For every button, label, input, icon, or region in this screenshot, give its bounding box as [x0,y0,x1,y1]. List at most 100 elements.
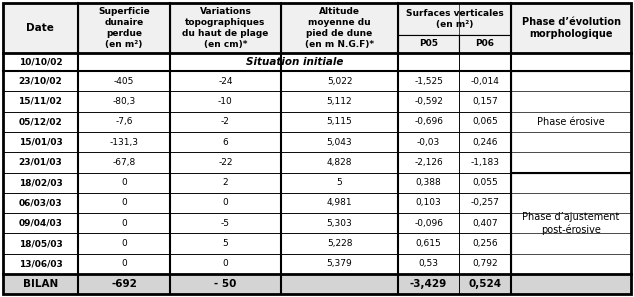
Text: Phase d’évolution
morphologique: Phase d’évolution morphologique [522,17,621,39]
Bar [398,173,459,193]
Bar [398,112,459,132]
Text: Surfaces verticales
(en m²): Surfaces verticales (en m²) [406,9,503,29]
Bar [459,152,511,173]
Text: 0,524: 0,524 [469,279,501,289]
Bar [3,112,78,132]
Text: -5: -5 [221,219,230,228]
Text: 0,256: 0,256 [472,239,498,248]
Text: 23/10/02: 23/10/02 [18,77,62,86]
Bar [78,213,170,233]
Bar [3,53,78,71]
Text: 5,303: 5,303 [327,219,353,228]
Text: 5,043: 5,043 [327,138,353,146]
Text: Variations
topographiques
du haut de plage
(en cm)*: Variations topographiques du haut de pla… [182,7,269,49]
Bar [459,71,511,91]
Text: 0,103: 0,103 [416,198,441,207]
Bar [170,112,281,132]
Bar [511,71,631,173]
Text: 5,112: 5,112 [327,97,353,106]
Text: 05/12/02: 05/12/02 [18,117,62,126]
Bar [3,132,78,152]
Text: Phase d’ajustement
post-érosive: Phase d’ajustement post-érosive [522,212,619,235]
Text: -7,6: -7,6 [115,117,133,126]
Text: 5,115: 5,115 [327,117,353,126]
Text: -80,3: -80,3 [112,97,136,106]
Text: -24: -24 [218,77,233,86]
Text: 6: 6 [223,138,228,146]
Bar [3,91,78,112]
Bar [170,71,281,91]
Bar [459,274,511,294]
Bar [3,3,78,53]
Text: 0,53: 0,53 [418,259,439,268]
Text: 5: 5 [223,239,228,248]
Text: 15/01/03: 15/01/03 [18,138,62,146]
Text: 0,055: 0,055 [472,178,498,187]
Bar [170,152,281,173]
Text: 2: 2 [223,178,228,187]
Bar [281,91,398,112]
Text: -0,696: -0,696 [414,117,443,126]
Bar [170,53,281,71]
Text: 23/01/03: 23/01/03 [18,158,62,167]
Text: 0,157: 0,157 [472,97,498,106]
Bar [3,71,78,91]
Bar [170,274,281,294]
Text: BILAN: BILAN [23,279,58,289]
Bar [281,233,398,254]
Text: -0,257: -0,257 [470,198,500,207]
Bar [511,274,631,294]
Bar [398,213,459,233]
Text: Situation initiale: Situation initiale [246,57,343,67]
Text: -3,429: -3,429 [410,279,447,289]
Bar [281,193,398,213]
Bar [3,152,78,173]
Text: Superficie
dunaire
perdue
(en m²): Superficie dunaire perdue (en m²) [98,7,150,49]
Bar [170,254,281,274]
Bar [398,233,459,254]
Bar [3,274,78,294]
Text: -0,014: -0,014 [470,77,500,86]
Bar [281,274,398,294]
Bar [170,233,281,254]
Bar [78,91,170,112]
Bar [3,173,78,193]
Text: -0,03: -0,03 [417,138,440,146]
Text: Altitude
moyenne du
pied de dune
(en m N.G.F)*: Altitude moyenne du pied de dune (en m N… [305,7,374,49]
Bar [78,274,170,294]
Bar [170,3,281,53]
Text: 0,246: 0,246 [472,138,498,146]
Text: -0,096: -0,096 [414,219,443,228]
Text: Phase érosive: Phase érosive [537,117,605,127]
Bar [3,233,78,254]
Text: 0: 0 [121,239,127,248]
Bar [398,152,459,173]
Bar [78,3,170,53]
Bar [78,193,170,213]
Text: -22: -22 [218,158,233,167]
Text: 06/03/03: 06/03/03 [18,198,62,207]
Bar [459,53,511,71]
Bar [398,132,459,152]
Bar [459,35,511,53]
Bar [170,91,281,112]
Bar [78,173,170,193]
Text: 18/02/03: 18/02/03 [18,178,62,187]
Bar [459,254,511,274]
Bar [398,71,459,91]
Text: 15/11/02: 15/11/02 [18,97,62,106]
Text: 0,792: 0,792 [472,259,498,268]
Text: 10/10/02: 10/10/02 [18,58,62,67]
Text: P05: P05 [419,40,438,48]
Text: -10: -10 [218,97,233,106]
Bar [459,91,511,112]
Text: 5,228: 5,228 [327,239,353,248]
Text: 0,065: 0,065 [472,117,498,126]
Bar [511,173,631,274]
Text: 0,615: 0,615 [416,239,441,248]
Bar [281,132,398,152]
Text: 0,388: 0,388 [416,178,441,187]
Bar [170,132,281,152]
Bar [459,173,511,193]
Text: -67,8: -67,8 [112,158,136,167]
